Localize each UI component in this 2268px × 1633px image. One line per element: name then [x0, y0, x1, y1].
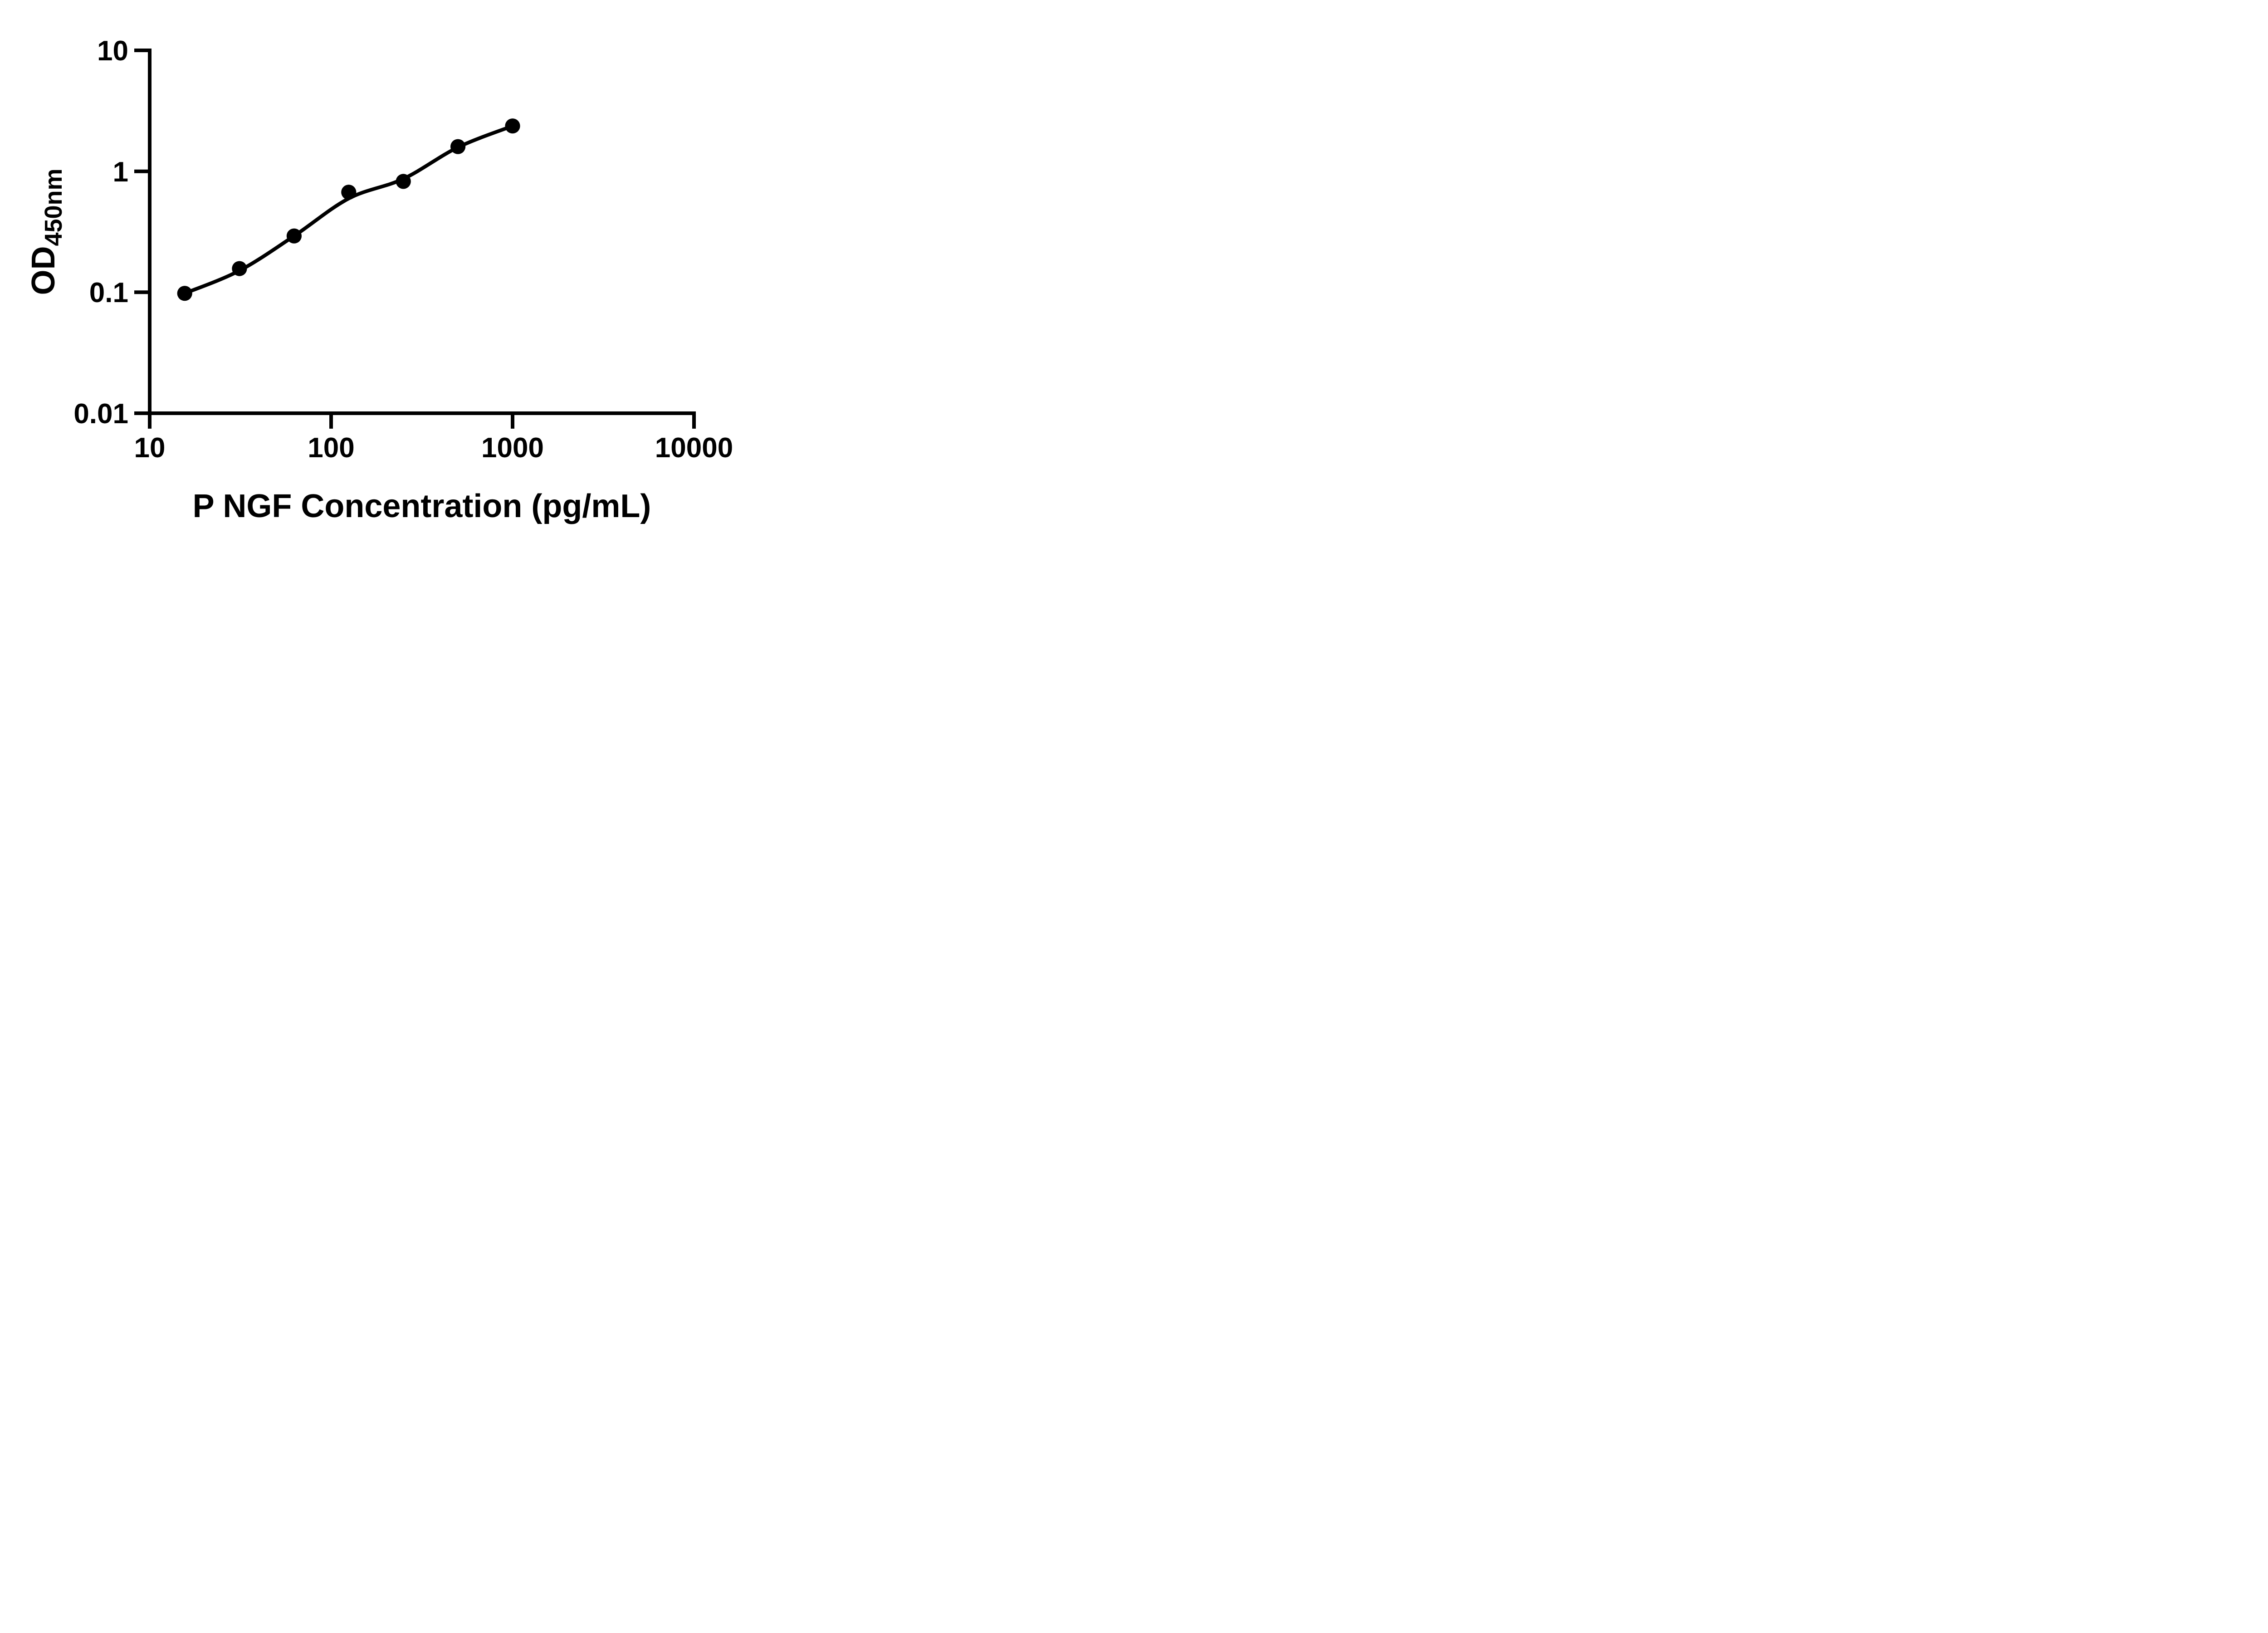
data-point-31.25 — [232, 261, 247, 276]
x-tick-label-10: 10 — [134, 432, 166, 464]
data-point-250 — [396, 174, 411, 189]
x-tick-label-1000: 1000 — [481, 432, 544, 464]
data-point-125 — [341, 185, 357, 200]
elisa-standard-curve-figure: 10 1 0.1 0.01 10 100 1000 10000 P NGF Co… — [0, 0, 777, 544]
chart-canvas: 10 1 0.1 0.01 10 100 1000 10000 P NGF Co… — [25, 35, 733, 524]
y-axis-title-main: OD — [25, 246, 62, 295]
plot-layer — [177, 118, 520, 301]
x-tick-label-10000: 10000 — [655, 432, 733, 464]
y-tick-label-1: 1 — [113, 156, 128, 188]
y-tick-label-0.1: 0.1 — [89, 277, 128, 308]
x-axis-title: P NGF Concentration (pg/mL) — [193, 488, 651, 524]
y-axis-title: OD450nm — [25, 168, 67, 295]
data-point-500 — [450, 139, 466, 154]
y-tick-label-10: 10 — [97, 35, 128, 67]
y-axis-title-subscript: 450nm — [40, 168, 67, 246]
x-tick-label-100: 100 — [308, 432, 354, 464]
data-point-62.5 — [286, 228, 302, 244]
data-point-15.6 — [177, 286, 192, 301]
data-point-1000 — [505, 118, 520, 134]
y-tick-label-0.01: 0.01 — [73, 398, 128, 430]
